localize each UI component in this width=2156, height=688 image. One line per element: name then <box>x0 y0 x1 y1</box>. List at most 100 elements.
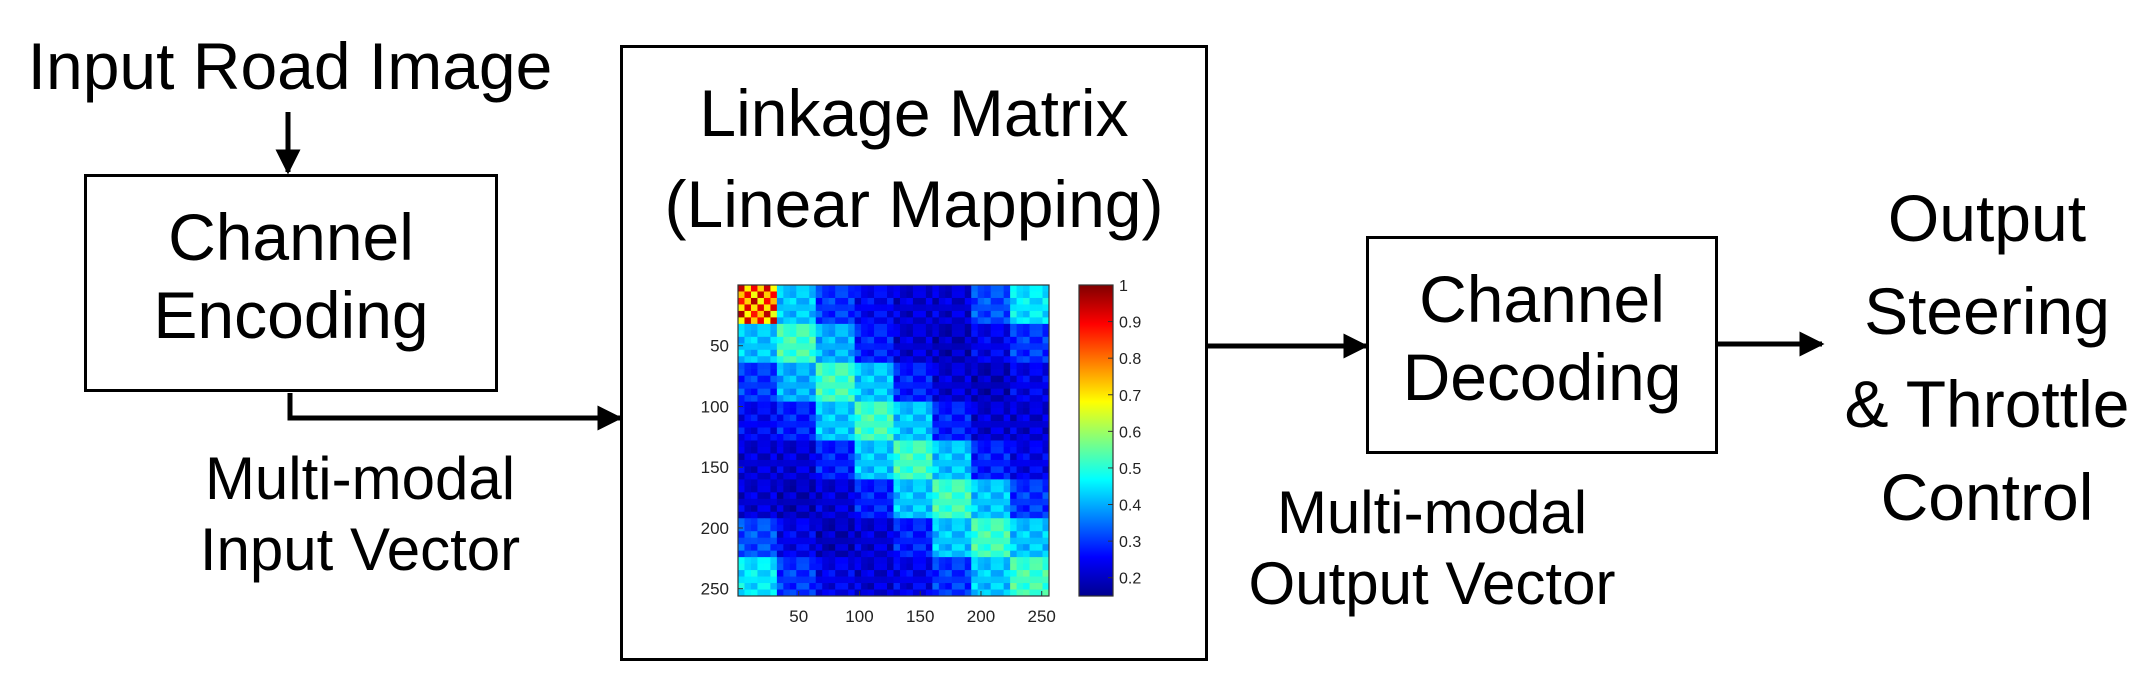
heatmap-cell <box>1029 382 1037 390</box>
heatmap-cell <box>912 427 920 435</box>
heatmap-cell <box>932 505 940 513</box>
heatmap-cell <box>744 375 752 383</box>
heatmap-cell <box>997 421 1005 428</box>
heatmap-cell <box>809 356 817 364</box>
heatmap-cell <box>951 369 959 377</box>
heatmap-cell <box>925 446 933 454</box>
heatmap-cell <box>938 570 946 577</box>
heatmap-cell <box>951 343 959 351</box>
heatmap-cell <box>887 524 894 532</box>
heatmap-cell <box>945 375 953 383</box>
heatmap-cell <box>951 297 959 305</box>
heatmap-cell <box>757 388 765 396</box>
heatmap-cell <box>971 563 979 571</box>
heatmap-cell <box>835 421 843 428</box>
heatmap-cell <box>770 421 778 428</box>
heatmap-cell <box>867 434 875 441</box>
heatmap-cell <box>867 323 875 331</box>
heatmap-cell <box>776 459 784 467</box>
heatmap-cell <box>1042 576 1050 584</box>
heatmap-cell <box>796 310 804 318</box>
heatmap-cell <box>867 427 875 435</box>
heatmap-cell <box>932 310 940 318</box>
heatmap-cell <box>835 479 843 487</box>
heatmap-cell <box>945 356 953 364</box>
heatmap-cell <box>757 531 765 539</box>
heatmap-cell <box>984 511 992 519</box>
heatmap-cell <box>1010 427 1018 435</box>
heatmap-cell <box>899 317 907 325</box>
heatmap-cell <box>880 440 888 448</box>
heatmap-cell <box>990 518 998 526</box>
heatmap-cell <box>789 323 797 331</box>
heatmap-cell <box>977 291 985 299</box>
heatmap-cell <box>1016 434 1024 441</box>
heatmap-cell <box>971 589 979 597</box>
heatmap-cell <box>802 544 810 552</box>
heatmap-cell <box>1010 291 1018 299</box>
heatmap-cell <box>958 323 966 331</box>
heatmap-cell <box>828 498 836 506</box>
heatmap-cell <box>893 421 901 428</box>
heatmap-cell <box>977 362 985 370</box>
heatmap-cell <box>854 310 862 318</box>
heatmap-cell <box>925 485 933 493</box>
heatmap-cell <box>770 297 778 305</box>
heatmap-cell <box>1023 369 1030 377</box>
heatmap-cell <box>757 395 765 403</box>
heatmap-cell <box>964 440 972 448</box>
heatmap-cell <box>867 401 875 409</box>
heatmap-cell <box>744 330 752 338</box>
heatmap-cell <box>867 518 875 526</box>
heatmap-cell <box>757 570 765 577</box>
heatmap-cell <box>763 414 771 422</box>
heatmap-cell <box>977 570 985 577</box>
heatmap-cell <box>874 537 881 545</box>
heatmap-cell <box>835 310 843 318</box>
heatmap-cell <box>822 427 830 435</box>
heatmap-cell <box>835 323 843 331</box>
heatmap-cell <box>887 414 894 422</box>
heatmap-cell <box>835 472 843 480</box>
heatmap-cell <box>874 297 881 305</box>
heatmap-cell <box>1003 518 1011 526</box>
heatmap-cell <box>899 297 907 305</box>
heatmap-cell <box>776 440 784 448</box>
heatmap-cell <box>783 434 791 441</box>
heatmap-cell <box>757 369 765 377</box>
heatmap-cell <box>925 492 933 500</box>
heatmap-cell <box>757 524 765 532</box>
heatmap-cell <box>1042 285 1050 292</box>
heatmap-cell <box>776 323 784 331</box>
heatmap-cell <box>809 382 817 390</box>
heatmap-cell <box>861 537 868 545</box>
heatmap-cell <box>841 427 849 435</box>
heatmap-cell <box>815 570 823 577</box>
heatmap-cell <box>828 459 836 467</box>
heatmap-cell <box>964 388 972 396</box>
heatmap-cell <box>938 297 946 305</box>
heatmap-cell <box>802 492 810 500</box>
heatmap-cell <box>899 453 907 461</box>
heatmap-cell <box>945 349 953 357</box>
heatmap-cell <box>874 421 881 428</box>
heatmap-cell <box>738 453 745 461</box>
heatmap-cell <box>1010 414 1018 422</box>
heatmap-cell <box>906 297 914 305</box>
heatmap-cell <box>815 362 823 370</box>
heatmap-cell <box>1003 388 1011 396</box>
heatmap-cell <box>738 285 745 292</box>
heatmap-cell <box>1003 323 1011 331</box>
colorbar-tick-label: 0.6 <box>1119 424 1141 441</box>
heatmap-cell <box>789 343 797 351</box>
heatmap-cell <box>997 310 1005 318</box>
heatmap-cell <box>990 343 998 351</box>
heatmap-cell <box>932 356 940 364</box>
heatmap-cell <box>997 453 1005 461</box>
heatmap-cell <box>796 356 804 364</box>
heatmap-cell <box>938 375 946 383</box>
heatmap-cell <box>1010 563 1018 571</box>
heatmap-cell <box>899 537 907 545</box>
heatmap-cell <box>809 466 817 474</box>
heatmap-cell <box>874 369 881 377</box>
